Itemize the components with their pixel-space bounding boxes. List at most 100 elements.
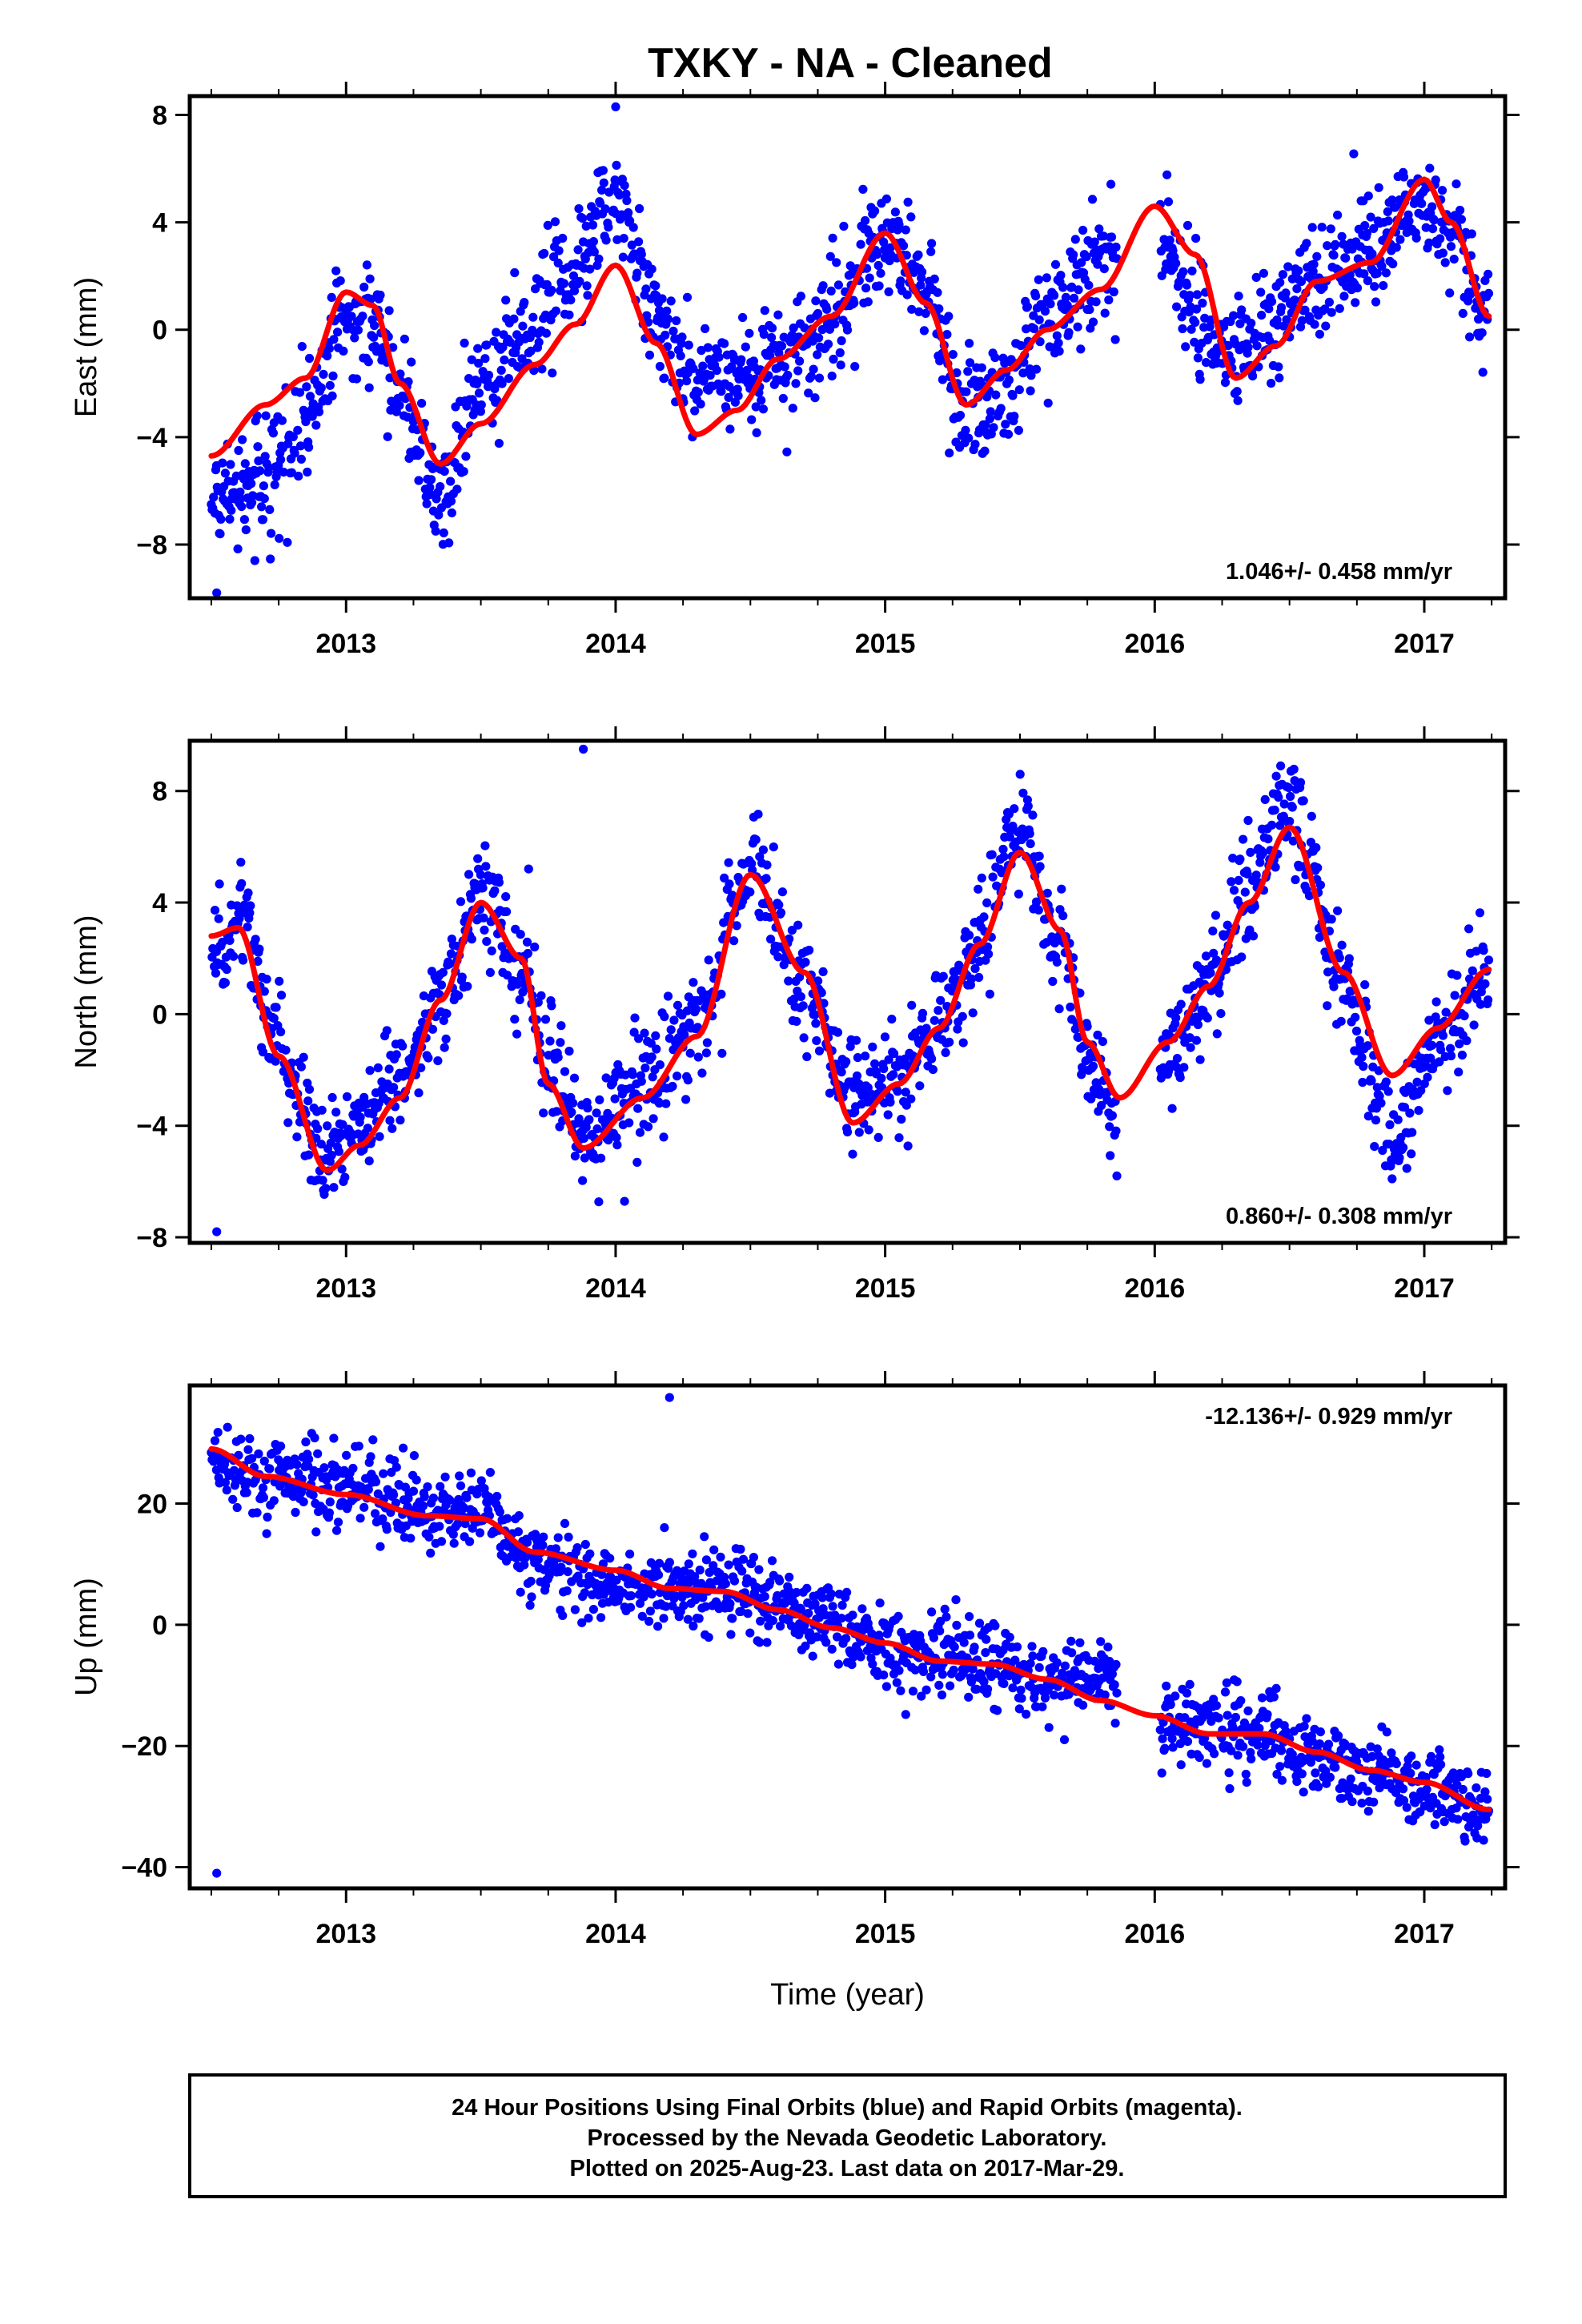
data-point [1069, 293, 1079, 303]
x-tick-label: 2016 [1124, 629, 1185, 659]
data-point [1359, 1061, 1368, 1072]
data-point [1312, 251, 1322, 261]
data-point [1246, 847, 1255, 857]
data-point [466, 1468, 476, 1478]
data-point [796, 992, 806, 1002]
data-point [296, 1062, 306, 1072]
data-point [701, 1555, 712, 1565]
x-tick-label: 2017 [1394, 1273, 1455, 1304]
data-point [580, 1153, 590, 1163]
data-point [624, 208, 633, 218]
data-point [1484, 269, 1493, 279]
data-point [737, 1566, 747, 1576]
data-point [243, 1445, 253, 1454]
data-point [333, 1518, 343, 1527]
data-point [806, 372, 816, 381]
data-point [1223, 341, 1233, 351]
data-point [1248, 931, 1259, 941]
data-point [1430, 1819, 1439, 1830]
data-point [729, 936, 739, 946]
data-point [494, 878, 504, 887]
data-point [861, 283, 871, 293]
data-point [304, 1084, 315, 1094]
data-point [1237, 305, 1247, 315]
data-point [873, 1132, 883, 1142]
data-point [1008, 1683, 1018, 1693]
footer-line-orbits: 24 Hour Positions Using Final Orbits (bl… [452, 2095, 1243, 2121]
data-point [1069, 250, 1078, 259]
data-point [897, 1115, 906, 1124]
data-point [459, 467, 468, 476]
data-point [237, 879, 247, 888]
data-point [359, 1502, 369, 1512]
data-point [371, 1477, 381, 1486]
data-point [934, 1006, 943, 1015]
data-point [915, 1081, 925, 1091]
data-point [742, 365, 752, 375]
data-point [848, 1610, 857, 1620]
data-point [1453, 1815, 1463, 1824]
data-point [1233, 1751, 1243, 1760]
data-point [1252, 341, 1262, 351]
data-point [634, 237, 644, 247]
data-point [634, 1034, 644, 1043]
data-point [974, 1618, 985, 1628]
data-point [569, 1073, 580, 1083]
data-point [321, 1184, 331, 1193]
data-point [318, 1176, 327, 1185]
data-point [1431, 997, 1441, 1007]
data-point [683, 1614, 693, 1624]
data-point [573, 1571, 583, 1581]
data-point [935, 1626, 945, 1636]
data-point [625, 1550, 635, 1559]
data-point [1458, 1784, 1468, 1795]
data-point [805, 945, 814, 955]
data-point [314, 407, 324, 416]
y-axis-label-east: East (mm) [70, 277, 103, 417]
data-point [1483, 1795, 1492, 1804]
data-point [384, 1064, 394, 1074]
data-point [1077, 258, 1086, 267]
data-point [927, 1054, 937, 1063]
data-point [407, 357, 416, 367]
data-point [681, 1095, 691, 1104]
data-point [673, 1000, 683, 1010]
data-point [1484, 288, 1494, 298]
data-point [756, 1616, 765, 1626]
data-point [1257, 311, 1267, 320]
data-point [263, 1512, 272, 1522]
data-point [1337, 940, 1347, 950]
data-point [1031, 897, 1042, 907]
data-point [302, 382, 311, 392]
data-point [530, 942, 540, 952]
data-point [1422, 1784, 1431, 1794]
data-point [1026, 386, 1035, 396]
data-point [752, 428, 761, 438]
data-point [1076, 344, 1086, 354]
data-point [693, 388, 703, 397]
data-point [1093, 259, 1102, 269]
data-point [1388, 259, 1398, 269]
data-point [1014, 425, 1023, 436]
data-point [340, 1172, 350, 1182]
data-point [944, 312, 954, 321]
data-point [637, 1611, 647, 1621]
data-point [798, 1001, 808, 1011]
data-point [1193, 353, 1203, 363]
data-point [788, 404, 797, 413]
data-point [433, 1056, 443, 1066]
data-point [1040, 307, 1050, 316]
x-axis-label: Time (year) [770, 1978, 925, 2012]
data-point [1291, 875, 1300, 885]
data-point [1253, 1740, 1263, 1750]
data-point [1372, 268, 1382, 278]
data-point [1195, 375, 1205, 384]
data-point [700, 1532, 709, 1542]
data-point [930, 1015, 939, 1025]
data-point [747, 415, 757, 424]
data-point [998, 844, 1008, 854]
data-point [1067, 1648, 1077, 1658]
data-point [245, 1433, 255, 1444]
figure-title: TXKY - NA - Cleaned [648, 40, 1053, 86]
